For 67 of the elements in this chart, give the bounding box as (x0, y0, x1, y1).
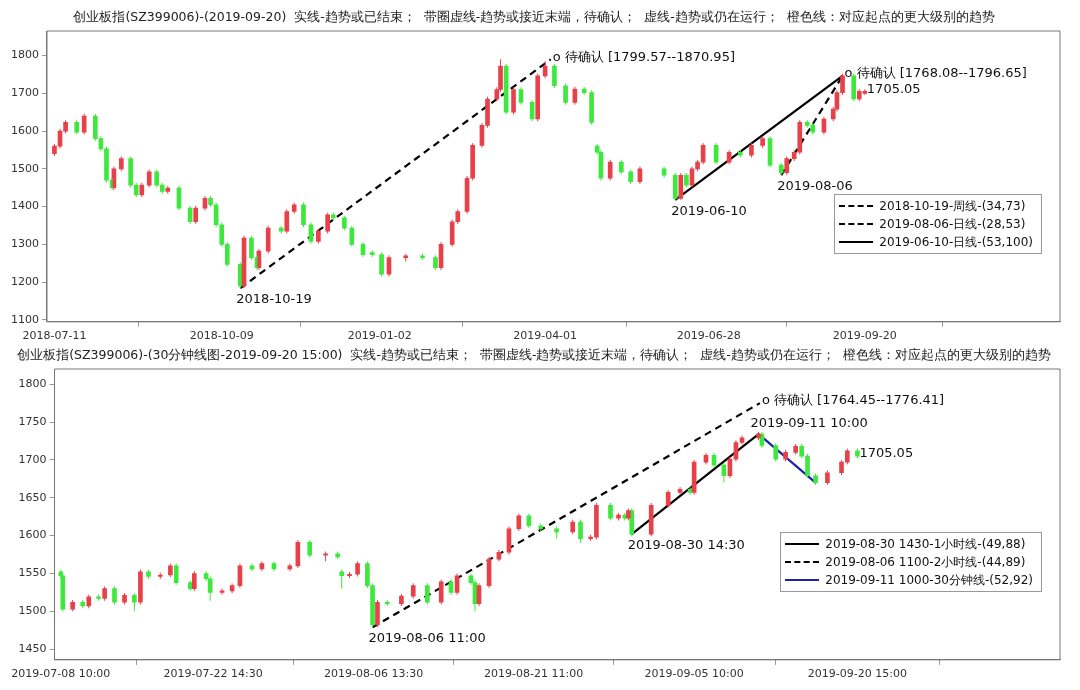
candlestick (291, 201, 297, 215)
annotation: 2019-08-30 14:30 (627, 536, 745, 552)
x-tick-label: 2019-07-22 14:30 (163, 667, 263, 681)
x-tick-label: 2019-08-21 11:00 (484, 667, 584, 681)
y-tick-label: 1200 (10, 275, 39, 288)
y-tick-label: 1700 (10, 86, 39, 100)
candlestick (737, 149, 743, 159)
legend-label: 2019-06-10-日线-(53,100) (879, 234, 1033, 251)
legend-label: 2019-08-30 1430-1小时线-(49,88) (825, 536, 1026, 553)
candlestick (420, 252, 425, 261)
annotation: 2019-06-10 (671, 202, 747, 218)
y-tick-label: 1450 (18, 642, 47, 656)
candlestick (760, 135, 765, 149)
annotation: o 待确认 [1768.08--1796.65] (844, 65, 1027, 81)
candlestick (122, 592, 127, 606)
legend-label: 2018-10-19-周线-(34,73) (879, 198, 1026, 215)
candlestick (355, 560, 360, 577)
candlestick (112, 585, 117, 606)
candlestick (74, 119, 80, 135)
annotation: 2019-09-11 10:00 (750, 415, 868, 430)
y-tick-label: 1550 (18, 566, 47, 580)
candlestick (438, 579, 444, 606)
x-tick-label: 2019-09-20 15:00 (807, 667, 907, 681)
legend-label: 2019-08-06-日线-(28,53) (879, 216, 1026, 233)
chart-title: 创业板指(SZ399006)-(30分钟线图-2019-09-20 15:00) 实线-趋势或已结束； 带圈虚线-趋势或接近末端，待确认； 虚线-趋势或仍在运行； 橙色线：对应起点的更大级别的趋势 (17, 346, 1051, 362)
candlestick (102, 585, 107, 602)
y-tick-label: 1650 (18, 490, 47, 504)
candlestick (323, 551, 328, 562)
annotation: 2019-08-06 (777, 178, 853, 194)
annotation: o 待确认 [1764.45--1776.41] (761, 392, 945, 408)
annotation: 1705.05 (859, 445, 914, 461)
candlestick (538, 522, 544, 532)
y-tick-label: 1800 (10, 48, 39, 62)
candlestick (369, 249, 375, 258)
chart-title: 创业板指(SZ399006)-(2019-09-20) 实线-趋势或已结束； 带圈虚线-趋势或接近末端，待确认； 虚线-趋势或仍在运行； 橙色线：对应起点的更大级别的趋势 (73, 8, 995, 24)
x-tick-label: 2019-07-08 10:00 (11, 667, 111, 681)
x-tick-label: 2019-08-06 13:30 (324, 667, 424, 681)
candlestick (132, 592, 137, 612)
y-tick-label: 1600 (18, 528, 47, 542)
candlestick (749, 142, 754, 159)
candlestick (793, 443, 798, 456)
y-tick-label: 1500 (10, 161, 39, 175)
candlestick (554, 526, 559, 540)
y-tick-label: 1400 (10, 199, 39, 213)
x-tick-label: 2018-07-11 (22, 329, 87, 343)
x-tick-label: 2019-06-28 (676, 329, 741, 343)
y-tick-label: 1500 (18, 604, 47, 618)
y-tick-label: 1750 (18, 414, 47, 428)
y-tick-label: 1700 (18, 452, 47, 466)
x-tick-label: 2019-01-02 (347, 329, 412, 343)
x-tick-label: 2018-10-09 (189, 329, 254, 343)
candlestick (813, 473, 818, 486)
candlestick (410, 582, 416, 599)
y-tick-label: 1800 (18, 377, 47, 391)
annotation: o 待确认 [1799.57--1870.95] (552, 48, 735, 64)
legend-label: 2019-09-11 1000-30分钟线-(52,92) (825, 572, 1033, 589)
annotation: 1705.05 (866, 80, 921, 96)
y-tick-label: 1100 (10, 312, 39, 326)
y-tick-label: 1300 (10, 237, 39, 251)
y-tick-label: 1600 (10, 123, 39, 137)
annotation: 2018-10-19 (236, 291, 312, 307)
x-tick-label: 2019-09-05 10:00 (644, 667, 744, 681)
legend-label: 2019-08-06 1100-2小时线-(44,89) (825, 554, 1026, 571)
x-tick-label: 2019-04-01 (513, 329, 578, 343)
annotation: 2019-08-06 11:00 (368, 630, 486, 646)
x-tick-label: 2019-09-20 (832, 329, 897, 343)
candlestick (825, 469, 830, 486)
